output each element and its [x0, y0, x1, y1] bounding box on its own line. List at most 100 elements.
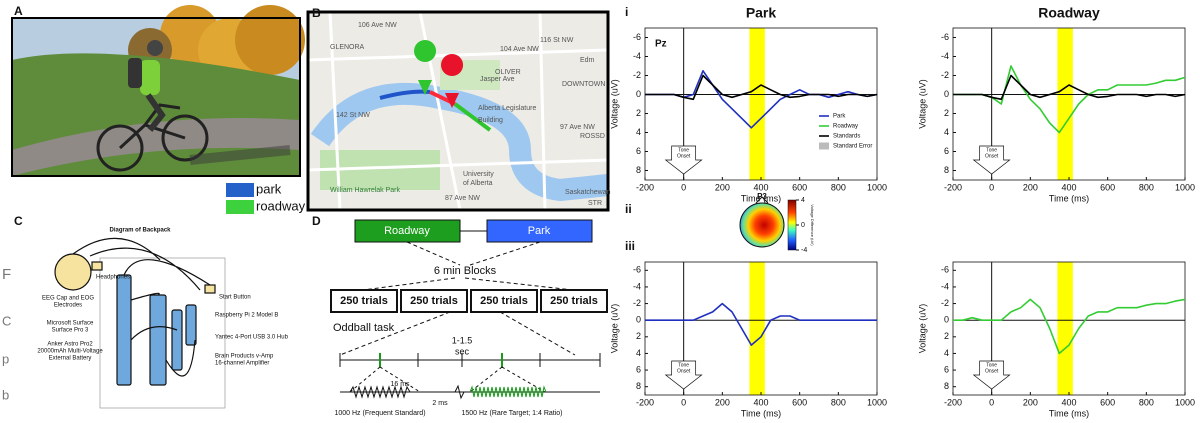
- panel-label: C: [14, 214, 23, 228]
- y-tick-label: 2: [636, 108, 641, 118]
- map-label: 87 Ave NW: [445, 195, 480, 202]
- y-tick-label: 2: [944, 331, 949, 341]
- standard-label: 1000 Hz (Frequent Standard): [334, 410, 425, 417]
- y-tick-label: -2: [633, 70, 641, 80]
- x-tick-label: 200: [1023, 397, 1038, 407]
- y-tick-label: 6: [944, 364, 949, 374]
- onset-label: Tone: [986, 362, 997, 368]
- plot-frame: [952, 261, 1186, 396]
- background-fragment: b: [2, 387, 9, 402]
- y-tick-label: 2: [636, 331, 641, 341]
- y-axis-label: Voltage (uV): [609, 79, 619, 129]
- x-tick-label: 1000: [867, 397, 887, 407]
- chart-title: Roadway: [1038, 5, 1100, 21]
- condition-box: [354, 219, 461, 243]
- series-line: [645, 302, 877, 346]
- block-box: [400, 289, 468, 313]
- x-tick-label: 600: [1100, 182, 1115, 192]
- component-label: Start Button: [219, 295, 251, 301]
- y-tick-label: 0: [636, 315, 641, 325]
- legend-label: Standards: [833, 134, 860, 140]
- map-label: 116 St NW: [540, 37, 574, 44]
- x-axis-label: Time (ms): [741, 193, 781, 203]
- y-tick-label: 4: [944, 127, 949, 137]
- target-label: 1500 Hz (Rare Target; 1:4 Ratio): [461, 410, 562, 417]
- legend-swatch: [226, 183, 254, 197]
- background-fragment: C: [2, 313, 11, 328]
- background-fragment: F: [2, 266, 11, 283]
- legend-label: roadway: [256, 198, 306, 213]
- y-tick-label: -4: [941, 51, 949, 61]
- plot-frame: [644, 261, 878, 396]
- duration-label: 16 ms: [390, 381, 410, 388]
- highlight-window: [1057, 262, 1073, 395]
- diagram-title: Diagram of Backpack: [109, 228, 171, 234]
- x-tick-label: 1000: [1175, 182, 1195, 192]
- highlight-window: [1057, 28, 1073, 180]
- y-tick-label: 0: [944, 89, 949, 99]
- legend-label: Roadway: [833, 124, 858, 130]
- map-label: STR: [588, 200, 602, 207]
- y-tick-label: 4: [636, 348, 641, 358]
- panel-label: B: [312, 6, 321, 20]
- onset-arrow: [972, 145, 1011, 175]
- y-tick-label: -6: [941, 32, 949, 42]
- map-label: of Alberta: [463, 180, 493, 187]
- y-tick-label: -2: [633, 298, 641, 308]
- x-tick-label: 600: [792, 182, 807, 192]
- highlight-window: [749, 262, 765, 395]
- y-tick-label: 8: [636, 381, 641, 391]
- y-axis-label: Voltage (uV): [609, 304, 619, 354]
- onset-label: Onset: [677, 153, 691, 159]
- y-tick-label: -4: [633, 281, 641, 291]
- series-line: [953, 298, 1186, 355]
- electrode-label: Pz: [655, 39, 667, 50]
- y-tick-label: -6: [633, 265, 641, 275]
- panel-label: D: [312, 214, 321, 228]
- x-tick-label: 600: [1100, 397, 1115, 407]
- panel-label: iii: [625, 239, 635, 253]
- map-label: Building: [478, 117, 503, 124]
- block-label: 250 trials: [550, 295, 598, 307]
- x-tick-label: 200: [715, 182, 730, 192]
- colorbar-tick-label: 4: [801, 197, 805, 204]
- x-tick-label: -200: [944, 182, 962, 192]
- y-tick-label: -2: [941, 298, 949, 308]
- legend-swatch: [226, 200, 254, 214]
- block-box: [540, 289, 608, 313]
- y-tick-label: 8: [636, 165, 641, 175]
- map-label: 104 Ave NW: [500, 46, 539, 53]
- y-tick-label: -4: [633, 51, 641, 61]
- x-tick-label: 800: [831, 397, 846, 407]
- x-tick-label: 200: [1023, 182, 1038, 192]
- map-label: Saskatchewan: [565, 189, 611, 196]
- map: [306, 10, 610, 212]
- y-tick-label: 4: [636, 127, 641, 137]
- map-label: 97 Ave NW: [560, 124, 595, 131]
- block-box: [470, 289, 538, 313]
- y-tick-label: 2: [944, 108, 949, 118]
- x-tick-label: 0: [681, 182, 686, 192]
- x-tick-label: 800: [1139, 182, 1154, 192]
- topography: [739, 196, 797, 251]
- x-axis-label: Time (ms): [1049, 193, 1089, 203]
- map-label: ROSSD: [580, 133, 605, 140]
- y-tick-label: -2: [941, 70, 949, 80]
- map-label: DOWNTOWN: [562, 81, 605, 88]
- map-label: OLIVER: [495, 69, 521, 76]
- colorbar-label: Voltage Difference (uV): [810, 204, 815, 246]
- panel-label: i: [625, 5, 628, 19]
- onset-arrow: [664, 145, 703, 175]
- background-fragment: p: [2, 351, 9, 366]
- x-tick-label: 0: [989, 182, 994, 192]
- x-tick-label: 0: [989, 397, 994, 407]
- legend-label: park: [256, 181, 282, 196]
- y-tick-label: -6: [941, 265, 949, 275]
- onset-arrow: [972, 360, 1011, 390]
- component-label: External Battery: [49, 356, 92, 362]
- y-axis-label: Voltage (uV): [917, 79, 927, 129]
- y-tick-label: 8: [944, 381, 949, 391]
- component-label: Raspberry Pi 2 Model B: [215, 313, 278, 319]
- onset-label: Tone: [986, 147, 997, 153]
